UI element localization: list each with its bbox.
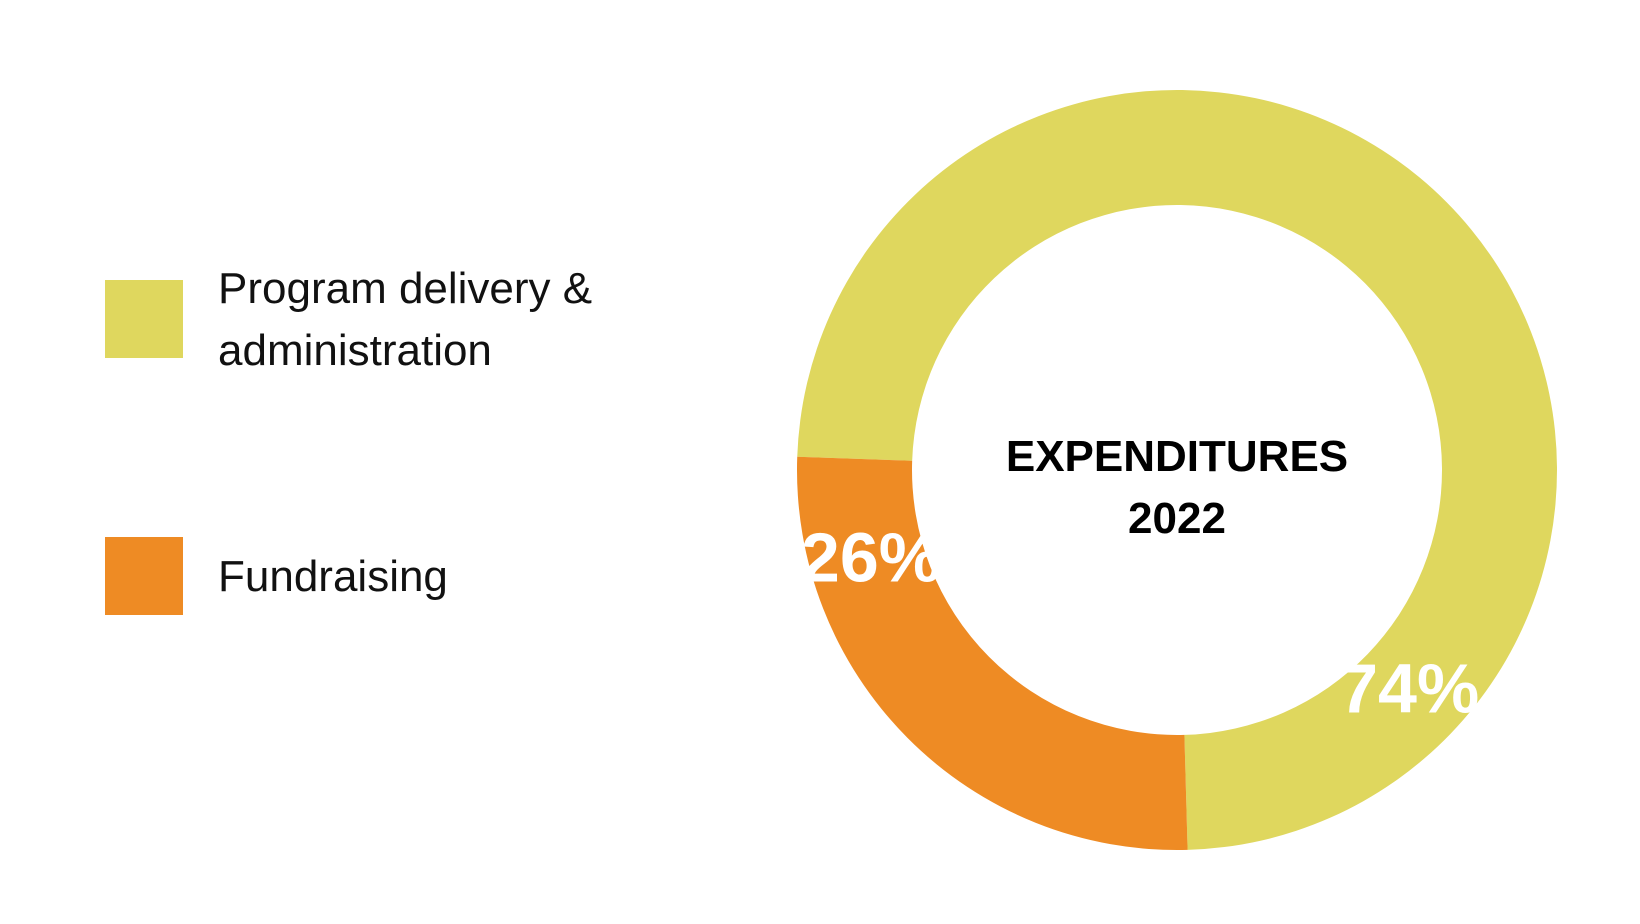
center-title-line-1: EXPENDITURES <box>1006 432 1348 481</box>
center-title-line-2: 2022 <box>1128 494 1226 543</box>
slice-label-program-delivery-administration: 74% <box>1339 649 1479 727</box>
legend-item-fundraising: Fundraising <box>105 537 448 615</box>
legend-item-program-delivery-administration: Program delivery & administration <box>105 264 592 375</box>
slice-fundraising <box>797 456 1188 850</box>
donut-center-title: EXPENDITURES 2022 <box>1006 432 1348 543</box>
legend-swatch-program-delivery-administration <box>105 280 183 358</box>
legend-swatch-fundraising <box>105 537 183 615</box>
slice-program-delivery-administration <box>797 90 1557 850</box>
slice-label-fundraising: 26% <box>801 518 941 596</box>
legend-label-program-delivery-administration-line-1: Program delivery & <box>218 264 592 313</box>
legend-label-fundraising-line-1: Fundraising <box>218 552 448 601</box>
donut-slices <box>797 90 1557 850</box>
legend: Program delivery & administration Fundrais… <box>105 264 592 615</box>
slice-labels: 74% 26% <box>801 518 1479 727</box>
legend-label-program-delivery-administration-line-2: administration <box>218 326 492 375</box>
